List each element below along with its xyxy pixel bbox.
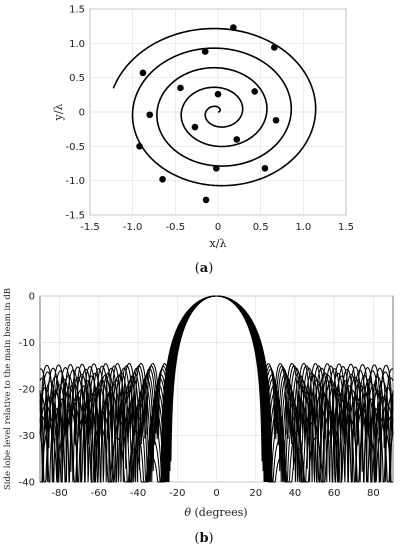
array-element-point: [233, 136, 241, 143]
x-tick-label: 0: [215, 222, 221, 233]
spiral-curve: [112, 27, 317, 187]
x-tick-label: 20: [249, 488, 262, 499]
array-element-point: [271, 44, 278, 51]
spiral-array-chart: -1.5 -1.0 -0.5 0 0.5 1.0 1.5 -1.5 -1.0 -0.5 0 0.5 1…: [52, 5, 354, 277]
x-tick-label: -80: [51, 488, 67, 499]
caption-b: (b): [194, 531, 213, 546]
array-element-point: [214, 90, 222, 98]
x-tick-label: -20: [169, 488, 185, 499]
array-element-point: [191, 123, 199, 131]
y-tick-label: 0.5: [69, 73, 85, 84]
y-tick-label: -40: [19, 478, 35, 489]
y-tick-label: -10: [19, 338, 35, 349]
array-element-point: [251, 88, 258, 95]
caption-a: (a): [195, 261, 214, 276]
y-tick-label: -0.5: [65, 142, 85, 153]
array-element-point: [212, 165, 220, 172]
array-element-point: [272, 116, 280, 124]
x-tick-label: 0: [213, 488, 219, 499]
x-tick-label: 40: [289, 488, 302, 499]
x-tick-label: -1.0: [123, 222, 143, 233]
y-tick-label: 0: [79, 108, 85, 119]
x-tick-label: -0.5: [166, 222, 186, 233]
y-tick-label: 1.0: [69, 39, 85, 50]
x-tick-label: 80: [367, 488, 380, 499]
x-tick-label: -1.5: [80, 222, 100, 233]
x-ticks-a: -1.5 -1.0 -0.5 0 0.5 1.0 1.5: [80, 222, 354, 233]
y-ticks-b: 0 -10 -20 -30 -40: [19, 292, 35, 489]
array-element-point: [202, 196, 210, 204]
x-tick-label: -40: [130, 488, 146, 499]
x-axis-label-b: θ (degrees): [184, 506, 247, 519]
x-tick-label: -60: [91, 488, 107, 499]
array-element-point: [201, 48, 209, 55]
array-element-point: [159, 175, 166, 183]
array-element-point: [139, 69, 147, 77]
y-ticks-a: -1.5 -1.0 -0.5 0 0.5 1.0 1.5: [65, 5, 85, 222]
y-tick-label: -20: [19, 385, 35, 396]
sidelobe-curve: [40, 295, 393, 483]
x-tick-label: 60: [328, 488, 341, 499]
sidelobe-curves: [39, 295, 394, 484]
array-element-point: [230, 24, 237, 31]
array-element-point: [261, 165, 269, 172]
array-element-point: [146, 111, 154, 119]
y-tick-label: 1.5: [69, 5, 85, 16]
y-axis-label-a: y/λ: [52, 104, 65, 122]
x-axis-label-a: x/λ: [210, 237, 227, 250]
y-axis-label-b: Side lobe level relative to the main bea…: [3, 288, 13, 490]
y-tick-label: -30: [19, 431, 35, 442]
y-tick-label: 0: [29, 292, 35, 303]
x-ticks-b: -80 -60 -40 -20 0 20 40 60 80: [51, 488, 379, 499]
x-tick-label: 1.0: [295, 222, 311, 233]
array-elements: [136, 24, 280, 204]
array-element-point: [177, 84, 184, 92]
y-tick-label: -1.0: [65, 176, 85, 187]
x-tick-label: 1.5: [338, 222, 354, 233]
y-tick-label: -1.5: [65, 211, 85, 222]
sidelobe-chart: -80 -60 -40 -20 0 20 40 60 80 0 -10 -20 -30 -40 θ (d…: [3, 288, 394, 546]
x-tick-label: 0.5: [253, 222, 269, 233]
array-element-point: [136, 143, 143, 150]
